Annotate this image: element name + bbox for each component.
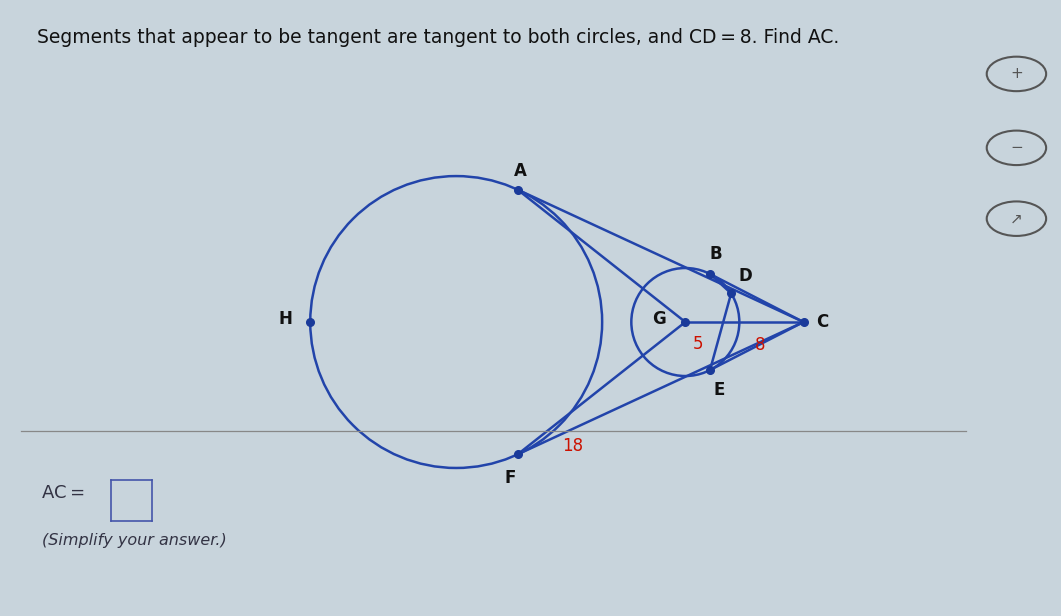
Text: H: H <box>278 310 293 328</box>
Text: D: D <box>738 267 752 285</box>
Text: E: E <box>713 381 725 400</box>
Text: Segments that appear to be tangent are tangent to both circles, and CD = 8. Find: Segments that appear to be tangent are t… <box>37 28 839 47</box>
Text: B: B <box>710 245 723 262</box>
Text: F: F <box>505 469 516 487</box>
Text: 5: 5 <box>693 335 703 353</box>
Text: 18: 18 <box>562 437 584 455</box>
Text: (Simplify your answer.): (Simplify your answer.) <box>42 533 227 548</box>
Text: +: + <box>1010 67 1023 81</box>
Text: C: C <box>816 313 829 331</box>
Text: G: G <box>653 310 666 328</box>
Text: A: A <box>514 161 527 180</box>
Text: 8: 8 <box>754 336 765 354</box>
Text: AC =: AC = <box>42 484 86 502</box>
Text: −: − <box>1010 140 1023 155</box>
Text: ↗: ↗ <box>1010 211 1023 226</box>
